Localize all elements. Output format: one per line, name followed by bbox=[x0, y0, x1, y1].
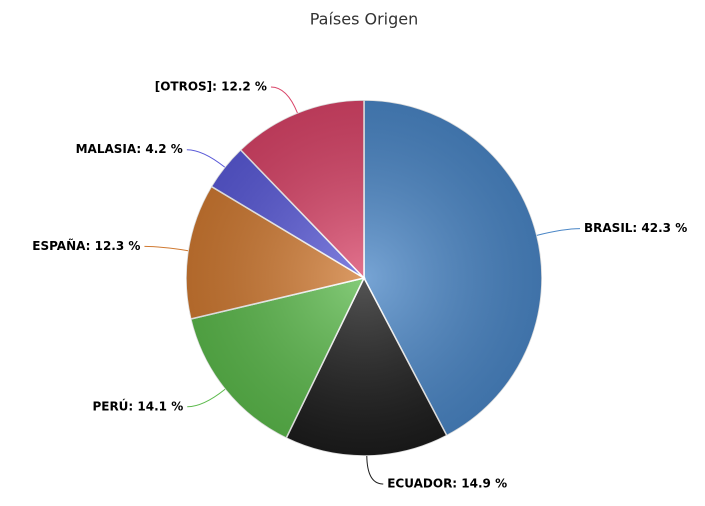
data-label: BRASIL: 42.3 % bbox=[584, 221, 687, 235]
connector bbox=[366, 455, 384, 485]
data-label: PERÚ: 14.1 % bbox=[92, 398, 183, 413]
data-label: [OTROS]: 12.2 % bbox=[155, 79, 267, 93]
connector bbox=[270, 86, 298, 114]
connector bbox=[144, 245, 189, 252]
connector bbox=[536, 228, 581, 236]
connector bbox=[187, 388, 226, 408]
data-label: ESPAÑA: 12.3 % bbox=[32, 238, 140, 253]
data-label: ECUADOR: 14.9 % bbox=[387, 476, 507, 490]
connector bbox=[186, 149, 226, 168]
chart-title: Países Origen bbox=[310, 10, 419, 29]
data-label: MALASIA: 4.2 % bbox=[76, 142, 183, 156]
